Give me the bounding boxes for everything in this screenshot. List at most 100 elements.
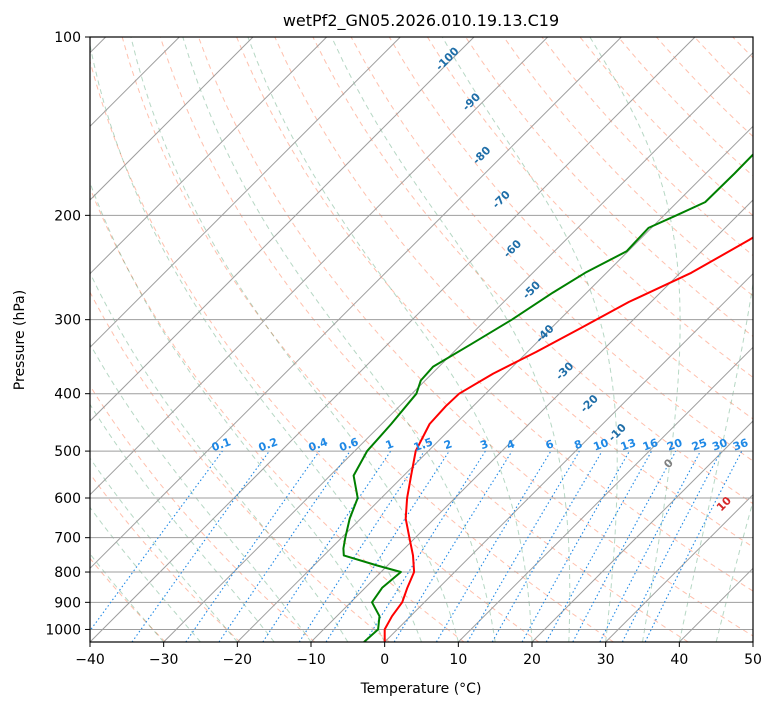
mixing-ratio-label: 20 <box>665 436 684 454</box>
isotherm-line <box>90 37 328 275</box>
moist-adiabat <box>441 37 618 642</box>
moist-adiabat <box>90 506 201 642</box>
isotherm-line <box>90 37 622 570</box>
isotherm-line <box>457 346 753 642</box>
mixing-ratio-line <box>90 450 223 632</box>
isotherm-line <box>605 493 753 642</box>
y-tick-label: 500 <box>54 444 81 460</box>
isotherm-line <box>90 37 475 422</box>
mixing-ratio-label: 8 <box>572 437 584 452</box>
moist-adiabat <box>130 37 459 642</box>
isotherm-line <box>384 272 753 642</box>
dry-adiabat <box>236 37 753 592</box>
mixing-ratio-line <box>521 450 630 642</box>
mixing-ratio-label: 0.1 <box>210 435 233 454</box>
isotherm-line <box>236 125 753 642</box>
y-tick-label: 100 <box>54 30 81 46</box>
mixing-ratio-label: 10 <box>592 436 611 454</box>
moist-adiabat <box>90 553 165 642</box>
y-axis-label: Pressure (hPa) <box>12 290 28 390</box>
isotherm-line <box>163 51 753 642</box>
dry-adiabat <box>465 37 753 338</box>
x-tick-label: −10 <box>296 652 326 668</box>
mixing-ratio-line <box>545 450 653 642</box>
mixing-ratio-label: 16 <box>641 436 660 454</box>
mixing-ratio-line <box>325 450 450 642</box>
moist-adiabat <box>90 271 349 642</box>
mixing-ratio-line <box>218 450 351 642</box>
dry-adiabat <box>90 291 390 642</box>
mixing-ratio-label: 1.5 <box>412 435 435 454</box>
mixing-ratio-label: 36 <box>731 436 750 454</box>
mixing-ratio-line <box>262 450 392 642</box>
dry-adiabat <box>90 472 241 642</box>
mixing-ratio-label: 3 <box>478 437 490 452</box>
isotherm-line <box>90 37 549 496</box>
mixing-ratio-label: 6 <box>544 437 556 452</box>
x-tick-label: −20 <box>223 652 253 668</box>
isotherm-line <box>90 37 696 642</box>
y-tick-label: 1000 <box>45 622 81 638</box>
grid-layer <box>90 37 753 642</box>
y-tick-label: 200 <box>54 208 81 224</box>
y-tick-label: 900 <box>54 595 81 611</box>
plot-frame <box>89 36 754 643</box>
mixing-ratio-label: 0.6 <box>338 435 361 454</box>
dry-adiabat <box>90 59 540 642</box>
x-tick-label: 30 <box>597 652 615 668</box>
mixing-ratio-label: 2 <box>442 437 454 452</box>
dry-adiabat <box>350 37 753 462</box>
dry-adiabat <box>159 37 689 642</box>
mixing-ratio-line <box>572 450 677 642</box>
x-tick-label: −30 <box>149 652 179 668</box>
mixing-ratio-label: 4 <box>505 437 517 452</box>
y-tick-label: 700 <box>54 531 81 547</box>
mixing-ratio-line <box>298 450 425 642</box>
y-tick-label: 300 <box>54 313 81 329</box>
mixing-ratio-line <box>393 450 513 642</box>
mixing-ratio-line <box>644 450 743 642</box>
dry-adiabat <box>503 37 753 297</box>
dewpoint-profile <box>342 153 753 642</box>
isotherm-line <box>531 420 753 642</box>
moist-adiabat <box>589 37 681 642</box>
y-tick-label: 600 <box>54 491 81 507</box>
axis-ticks: −40 −30 −20 −10 0 10 20 30 40 5010020030040050060… <box>45 30 762 668</box>
isotherm-line <box>310 199 753 642</box>
moist-adiabat <box>90 457 238 642</box>
series-layer <box>342 153 753 642</box>
mixing-ratio-label: 25 <box>690 436 709 453</box>
x-tick-label: −40 <box>75 652 105 668</box>
mixing-ratio-label: 1 <box>384 437 396 452</box>
x-tick-label: 40 <box>670 652 688 668</box>
dry-adiabat <box>274 37 753 548</box>
moist-adiabat <box>90 181 386 642</box>
mixing-ratio-line <box>131 450 270 642</box>
mixing-ratio-label: 30 <box>710 436 729 454</box>
x-axis-label: Temperature (°C) <box>360 681 482 697</box>
x-tick-label: 0 <box>380 652 389 668</box>
chart-title: wetPf2_GN05.2026.010.19.13.C19 <box>283 11 559 31</box>
mixing-ratio-label: 0.2 <box>257 435 280 454</box>
temperature-profile <box>383 236 753 642</box>
mixing-ratio-label: 13 <box>619 436 638 453</box>
mixing-ratio-line <box>185 450 320 642</box>
x-tick-label: 50 <box>744 652 762 668</box>
dry-adiabat <box>312 37 753 505</box>
isopleth-labels: 0.1 0.2 0.4 0.6 1 1.5 2 3 4 6 8 10 13 16 20 25 30 36-100-… <box>210 44 750 514</box>
dry-adiabat <box>121 37 614 642</box>
y-tick-label: 800 <box>54 565 81 581</box>
x-tick-label: 10 <box>449 652 467 668</box>
moist-adiabat <box>90 343 312 642</box>
dry-adiabat <box>90 384 316 642</box>
moist-adiabat <box>247 37 533 642</box>
mixing-ratio-label: 0.4 <box>307 435 330 454</box>
moist-adiabat <box>90 403 275 642</box>
isotherm-line <box>90 37 254 201</box>
isotherm-line <box>90 37 401 349</box>
x-tick-label: 20 <box>523 652 541 668</box>
moist-adiabat <box>331 37 571 642</box>
dry-adiabat <box>90 557 166 642</box>
